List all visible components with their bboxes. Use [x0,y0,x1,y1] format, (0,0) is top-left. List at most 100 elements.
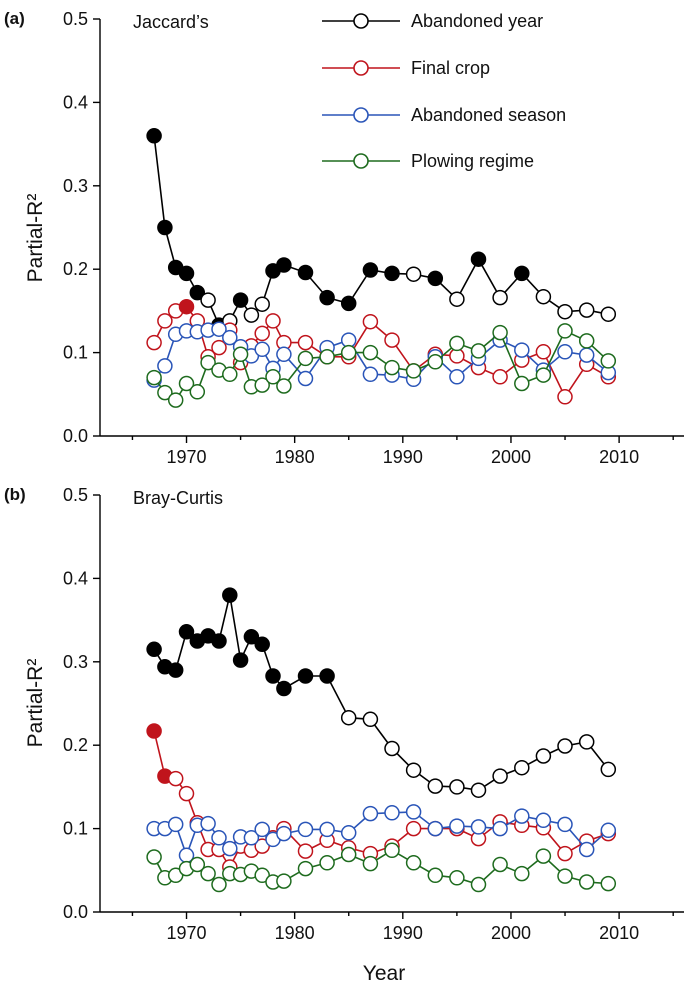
data-point-final-crop [405,820,422,837]
data-point-abandoned-season [427,820,444,837]
data-point-abandoned-year [514,265,530,282]
data-point-abandoned-year [178,265,195,282]
data-point-final-crop [157,313,173,329]
data-point-plowing-regime [600,875,617,892]
data-point-abandoned-season [384,805,400,821]
legend-label: Abandoned season [411,105,566,125]
data-point-abandoned-year [535,288,552,305]
data-point-plowing-regime [492,856,508,873]
data-point-abandoned-year [449,291,465,307]
data-point-abandoned-season [340,825,357,841]
data-point-plowing-regime [578,333,595,349]
data-point-plowing-regime [178,375,195,392]
y-tick-label: 0.2 [63,735,88,755]
data-point-final-crop [557,389,573,405]
data-point-final-crop [254,325,270,342]
panel-a: (a) Jaccard’s Partial-R² 0.0 0.1 0.2 0.3 0.4… [4,9,684,467]
series-line-plowing-regime [153,329,609,402]
data-point-plowing-regime [340,846,357,863]
y-tick-label: 0.5 [63,485,88,505]
data-point-abandoned-year [514,759,530,776]
data-point-abandoned-season [449,369,465,385]
data-point-abandoned-season [297,370,314,387]
data-point-abandoned-season [222,840,238,857]
data-point-abandoned-year [492,289,508,306]
data-point-plowing-regime [146,849,162,865]
data-point-abandoned-year [297,264,314,281]
data-point-final-crop [297,843,314,859]
panel-title: Bray-Curtis [133,488,223,508]
data-point-abandoned-year [222,587,238,603]
y-axis-label: Partial-R² [24,659,47,748]
data-point-abandoned-year [265,668,281,684]
data-point-abandoned-year [189,284,206,301]
series-line-final-crop [153,730,609,869]
legend-entry-plowing-regime: Plowing regime [322,151,534,171]
legend-marker [353,107,369,123]
data-point-plowing-regime [297,350,314,367]
ticks: 0.0 0.1 0.2 0.3 0.4 0.5 1970 1980 1990 2000 2010 [63,485,674,943]
data-point-plowing-regime [200,865,216,882]
data-point-plowing-regime [384,359,400,376]
legend-entry-final-crop: Final crop [322,58,490,78]
data-point-final-crop [211,339,227,356]
ticks: 0.0 0.1 0.2 0.3 0.4 0.5 1970 1980 1990 2000 2010 [63,9,674,467]
data-point-abandoned-season [470,819,487,835]
x-tick-label: 1990 [383,923,423,943]
data-point-abandoned-season [557,816,573,833]
data-point-abandoned-year [297,668,314,684]
y-tick-label: 0.3 [63,652,88,672]
data-point-abandoned-season [514,342,530,358]
x-tick-label: 1970 [166,447,206,467]
legend: Abandoned year Final crop Abandoned seas… [322,11,566,171]
data-point-abandoned-year [384,265,400,282]
data-point-abandoned-season [254,341,270,358]
data-point-abandoned-season [449,818,465,834]
data-point-plowing-regime [535,848,552,864]
y-tick-label: 0.1 [63,819,88,839]
data-point-final-crop [178,298,195,315]
data-point-final-crop [362,313,379,330]
x-tick-label: 1980 [275,447,315,467]
data-point-plowing-regime [514,865,530,882]
data-point-abandoned-year [405,266,422,282]
series-line-final-crop [153,305,609,399]
data-point-abandoned-season [222,329,238,346]
data-point-abandoned-year [340,295,357,312]
data-point-abandoned-year [232,652,249,668]
data-point-abandoned-year [600,761,617,778]
data-point-abandoned-season [157,358,173,374]
data-point-plowing-regime [362,855,379,872]
x-axis-label: Year [363,962,405,985]
x-tick-label: 1980 [275,923,315,943]
data-point-abandoned-year [276,680,292,697]
legend-marker [353,153,369,169]
data-point-abandoned-season [254,821,270,838]
x-tick-label: 2010 [599,923,639,943]
data-point-plowing-regime [535,367,552,383]
data-point-abandoned-year [167,662,184,678]
data-point-abandoned-year [427,270,444,287]
data-point-abandoned-season [535,812,552,829]
data-point-abandoned-season [600,822,617,839]
legend-label: Abandoned year [411,11,543,31]
data-point-plowing-regime [297,860,314,877]
axes [99,495,684,913]
data-point-abandoned-season [405,804,422,820]
data-point-final-crop [384,332,400,348]
data-point-final-crop [492,369,508,385]
data-point-plowing-regime [470,876,487,893]
data-point-abandoned-season [362,805,379,822]
data-point-abandoned-year [157,219,173,236]
data-point-plowing-regime [449,335,465,352]
data-point-abandoned-year [384,740,400,757]
data-point-final-crop [146,723,162,739]
legend-marker [353,60,369,76]
data-point-abandoned-year [319,289,335,306]
data-point-abandoned-season [167,816,184,833]
data-point-plowing-regime [514,375,530,392]
data-point-plowing-regime [362,344,379,361]
data-point-abandoned-year [578,734,595,750]
data-point-plowing-regime [319,855,335,871]
